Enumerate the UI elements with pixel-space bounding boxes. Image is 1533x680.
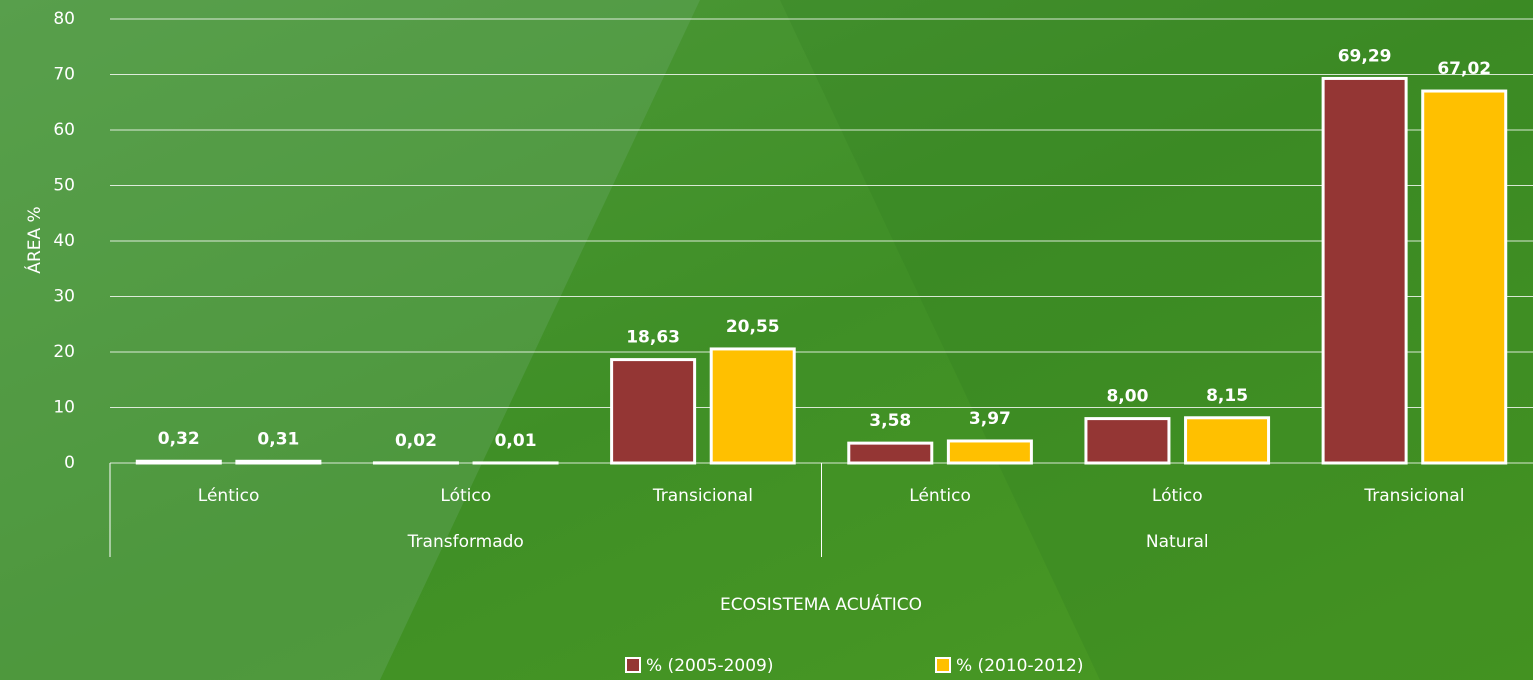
bar xyxy=(709,347,796,465)
x-tick-label: Lótico xyxy=(440,486,491,506)
value-label: 0,01 xyxy=(495,431,537,451)
bar xyxy=(610,358,697,465)
x-tick-label: Léntico xyxy=(198,486,260,506)
y-tick-label: 0 xyxy=(64,453,75,473)
group-label: Natural xyxy=(1146,532,1209,552)
bar xyxy=(1084,417,1171,465)
value-label: 0,02 xyxy=(395,431,437,451)
y-tick-label: 70 xyxy=(53,65,75,85)
x-tick-label: Transicional xyxy=(1363,486,1464,506)
bar xyxy=(1421,89,1508,465)
y-tick-label: 20 xyxy=(53,342,75,362)
x-tick-label: Lótico xyxy=(1152,486,1203,506)
value-label: 8,00 xyxy=(1106,387,1148,407)
value-label: 18,63 xyxy=(626,328,680,348)
bar xyxy=(1184,416,1271,465)
group-label: Transformado xyxy=(407,532,524,552)
bar xyxy=(235,459,322,465)
bar xyxy=(946,439,1033,465)
y-tick-label: 40 xyxy=(53,231,75,251)
y-tick-label: 10 xyxy=(53,398,75,418)
value-label: 8,15 xyxy=(1206,386,1248,406)
legend-swatch xyxy=(935,657,951,673)
y-tick-label: 50 xyxy=(53,176,75,196)
x-tick-label: Léntico xyxy=(909,486,971,506)
y-tick-label: 60 xyxy=(53,120,75,140)
legend-label: % (2010-2012) xyxy=(956,656,1083,676)
y-tick-label: 30 xyxy=(53,287,75,307)
value-label: 67,02 xyxy=(1437,59,1491,79)
x-axis-label: ECOSISTEMA ACUÁTICO xyxy=(720,593,922,615)
value-label: 69,29 xyxy=(1338,46,1392,66)
y-tick-label: 80 xyxy=(53,9,75,29)
value-label: 20,55 xyxy=(726,317,780,337)
bar xyxy=(1321,76,1408,465)
bar xyxy=(135,459,222,465)
background-shape xyxy=(0,0,700,680)
y-axis-label: ÁREA % xyxy=(23,206,45,273)
value-label: 0,31 xyxy=(257,429,299,449)
legend-label: % (2005-2009) xyxy=(646,656,773,676)
value-label: 0,32 xyxy=(158,429,200,449)
value-label: 3,97 xyxy=(969,409,1011,429)
value-label: 3,58 xyxy=(869,411,911,431)
x-tick-label: Transicional xyxy=(652,486,753,506)
bar xyxy=(847,441,934,465)
legend-swatch xyxy=(625,657,641,673)
